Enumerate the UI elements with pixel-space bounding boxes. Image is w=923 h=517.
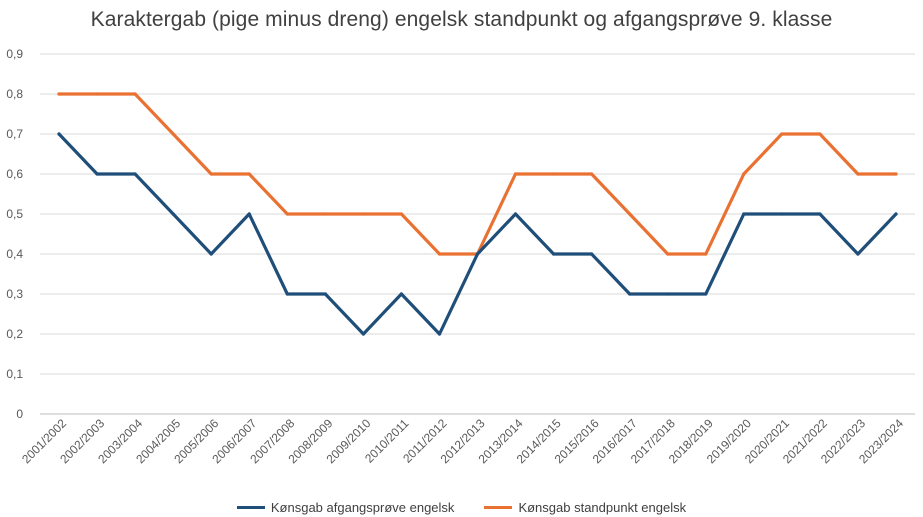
data-point-standpunkt xyxy=(704,252,708,256)
data-point-standpunkt xyxy=(361,212,365,216)
data-point-standpunkt xyxy=(399,212,404,216)
data-point-afgangsproeve xyxy=(780,212,784,216)
data-point-afgangsproeve xyxy=(628,292,632,296)
data-point-standpunkt xyxy=(247,172,251,176)
data-point-afgangsproeve xyxy=(513,212,518,216)
data-point-standpunkt xyxy=(323,212,327,216)
data-point-standpunkt xyxy=(209,172,213,176)
data-point-standpunkt xyxy=(590,172,594,176)
data-point-afgangsproeve xyxy=(361,332,365,336)
data-point-afgangsproeve xyxy=(285,292,289,296)
data-point-afgangsproeve xyxy=(171,212,175,216)
legend-item-afgangsproeve: Kønsgab afgangsprøve engelsk xyxy=(236,500,455,515)
data-point-standpunkt xyxy=(628,212,632,216)
data-point-afgangsproeve xyxy=(818,212,822,216)
data-point-afgangsproeve xyxy=(742,212,746,216)
data-point-standpunkt xyxy=(856,172,860,176)
y-tick-label: 0,5 xyxy=(6,207,23,221)
data-point-standpunkt xyxy=(551,172,556,176)
legend: Kønsgab afgangsprøve engelsk Kønsgab sta… xyxy=(0,500,923,515)
data-point-standpunkt xyxy=(437,252,442,256)
data-point-afgangsproeve xyxy=(894,212,898,216)
y-tick-label: 0,1 xyxy=(6,367,23,381)
data-point-afgangsproeve xyxy=(209,252,213,256)
data-point-standpunkt xyxy=(666,252,670,256)
legend-item-standpunkt: Kønsgab standpunkt engelsk xyxy=(484,500,686,515)
y-tick-label: 0,3 xyxy=(6,287,23,301)
data-point-afgangsproeve xyxy=(551,252,556,256)
y-tick-label: 0,7 xyxy=(6,127,23,141)
y-tick-label: 0,4 xyxy=(6,247,23,261)
data-point-afgangsproeve xyxy=(323,292,327,296)
data-point-afgangsproeve xyxy=(666,292,670,296)
data-point-standpunkt xyxy=(57,92,61,96)
data-point-standpunkt xyxy=(133,92,137,96)
chart-title: Karaktergab (pige minus dreng) engelsk s… xyxy=(90,8,833,31)
legend-swatch-afgangsproeve xyxy=(236,506,265,509)
data-point-standpunkt xyxy=(818,132,822,136)
legend-label-afgangsproeve: Kønsgab afgangsprøve engelsk xyxy=(270,500,455,515)
data-point-standpunkt xyxy=(742,172,746,176)
data-point-standpunkt xyxy=(95,92,99,96)
data-point-afgangsproeve xyxy=(475,252,480,256)
data-point-standpunkt xyxy=(780,132,784,136)
data-point-afgangsproeve xyxy=(247,212,251,216)
y-tick-label: 0 xyxy=(16,407,23,421)
data-point-afgangsproeve xyxy=(590,252,594,256)
legend-label-standpunkt: Kønsgab standpunkt engelsk xyxy=(518,500,687,515)
data-point-afgangsproeve xyxy=(437,332,442,336)
data-point-standpunkt xyxy=(894,172,898,176)
data-point-afgangsproeve xyxy=(399,292,404,296)
data-point-standpunkt xyxy=(513,172,518,176)
data-point-afgangsproeve xyxy=(95,172,99,176)
data-point-afgangsproeve xyxy=(704,292,708,296)
legend-swatch-standpunkt xyxy=(484,506,513,509)
y-tick-label: 0,8 xyxy=(6,87,23,101)
data-point-afgangsproeve xyxy=(57,132,61,136)
series-line-afgangsproeve xyxy=(57,132,898,336)
y-tick-label: 0,6 xyxy=(6,167,23,181)
data-point-afgangsproeve xyxy=(133,172,137,176)
data-point-afgangsproeve xyxy=(856,252,860,256)
data-point-standpunkt xyxy=(285,212,289,216)
y-tick-label: 0,2 xyxy=(6,327,23,341)
data-point-standpunkt xyxy=(171,132,175,136)
y-tick-label: 0,9 xyxy=(6,47,23,61)
